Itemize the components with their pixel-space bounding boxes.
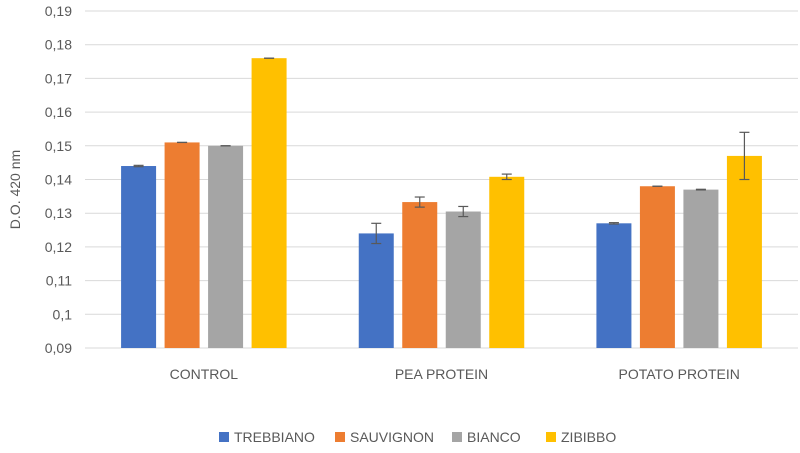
bar-sauvignon-potato-protein — [639, 186, 675, 348]
bar-zibibbo-potato-protein — [726, 155, 762, 348]
legend-item-sauvignon: SAUVIGNON — [335, 429, 434, 445]
legend-item-bianco: BIANCO — [452, 429, 521, 445]
y-tick-label: 0,19 — [45, 3, 72, 19]
y-tick-label: 0,17 — [45, 70, 72, 86]
error-bars — [133, 57, 750, 245]
legend-label: TREBBIANO — [234, 429, 315, 445]
y-tick-label: 0,1 — [53, 306, 73, 322]
error-bar — [695, 188, 706, 191]
x-category-label: POTATO PROTEIN — [618, 366, 739, 382]
bars — [121, 58, 762, 349]
x-axis-categories: CONTROL PEA PROTEIN POTATO PROTEIN — [170, 366, 740, 382]
y-tick-label: 0,11 — [46, 273, 72, 289]
legend-swatch — [335, 432, 345, 442]
legend-label: ZIBIBBO — [561, 429, 616, 445]
legend-item-zibibbo: ZIBIBBO — [546, 429, 616, 445]
legend-item-trebbiano: TREBBIANO — [219, 429, 315, 445]
y-tick-label: 0,15 — [45, 138, 72, 154]
y-tick-label: 0,09 — [45, 340, 72, 356]
legend-swatch — [219, 432, 229, 442]
bar-bianco-pea-protein — [445, 211, 481, 348]
bar-zibibbo-pea-protein — [489, 176, 525, 348]
error-bar — [501, 173, 512, 181]
bar-bianco-control — [208, 145, 244, 348]
bar-zibibbo-control — [251, 58, 287, 349]
y-axis-ticks: 0,09 0,1 0,11 0,12 0,13 0,14 0,15 0,16 0,17 0,18 0… — [45, 3, 72, 356]
bar-trebbiano-control — [121, 166, 157, 348]
bar-sauvignon-control — [164, 142, 200, 348]
error-bar — [458, 205, 469, 218]
bar-sauvignon-pea-protein — [402, 202, 438, 348]
legend-swatch — [546, 432, 556, 442]
error-bar — [608, 222, 619, 225]
y-tick-label: 0,14 — [45, 172, 72, 188]
gridlines — [85, 10, 798, 349]
bar-trebbiano-potato-protein — [596, 223, 632, 348]
legend-label: SAUVIGNON — [350, 429, 434, 445]
legend-label: BIANCO — [467, 429, 521, 445]
error-bar — [414, 196, 425, 208]
y-tick-label: 0,12 — [45, 239, 72, 255]
y-tick-label: 0,18 — [45, 37, 72, 53]
y-axis-label: D.O. 420 nm — [7, 150, 23, 229]
legend-swatch — [452, 432, 462, 442]
x-category-label: CONTROL — [170, 366, 239, 382]
error-bar — [133, 164, 144, 168]
y-tick-label: 0,16 — [45, 104, 72, 120]
bar-bianco-potato-protein — [683, 189, 719, 348]
error-bar — [371, 222, 382, 245]
bar-trebbiano-pea-protein — [358, 233, 394, 348]
x-category-label: PEA PROTEIN — [395, 366, 488, 382]
error-bar — [739, 131, 750, 181]
y-tick-label: 0,13 — [45, 205, 72, 221]
legend: TREBBIANO SAUVIGNON BIANCO ZIBIBBO — [219, 429, 616, 445]
